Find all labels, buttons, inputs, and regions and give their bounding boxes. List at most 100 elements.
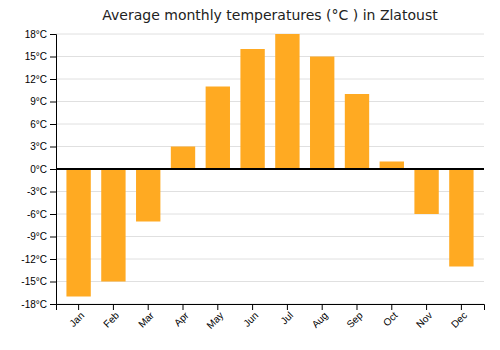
tick-mark bbox=[461, 304, 462, 310]
x-tick: Jun bbox=[241, 304, 260, 329]
tick-mark bbox=[50, 102, 56, 103]
y-tick: -12°C bbox=[21, 254, 56, 265]
x-tick: Oct bbox=[381, 304, 400, 328]
y-tick: -9°C bbox=[27, 231, 56, 242]
bar bbox=[101, 169, 125, 282]
tick-mark bbox=[50, 57, 56, 58]
tick-mark bbox=[183, 304, 184, 310]
tick-label: 9°C bbox=[30, 96, 47, 107]
x-tick: Mar bbox=[136, 304, 156, 330]
tick-label: -12°C bbox=[21, 254, 47, 265]
y-tick: -3°C bbox=[27, 186, 56, 197]
tick-mark bbox=[356, 304, 357, 310]
tick-mark bbox=[50, 282, 56, 283]
grid-line bbox=[56, 146, 484, 147]
x-tick: Sep bbox=[344, 304, 365, 330]
bar bbox=[66, 169, 90, 297]
y-tick: 18°C bbox=[25, 29, 56, 40]
tick-mark bbox=[426, 304, 427, 310]
grid-line bbox=[56, 101, 484, 102]
tick-label: 12°C bbox=[25, 74, 47, 85]
tick-mark bbox=[113, 304, 114, 310]
axis-line bbox=[50, 35, 57, 305]
tick-label: -15°C bbox=[21, 276, 47, 287]
tick-mark bbox=[252, 304, 253, 310]
x-tick: Nov bbox=[414, 304, 434, 330]
tick-mark bbox=[50, 34, 56, 35]
tick-label: 6°C bbox=[30, 119, 47, 130]
tick-mark bbox=[78, 304, 79, 310]
y-tick: 9°C bbox=[30, 96, 56, 107]
y-tick: 3°C bbox=[30, 141, 56, 152]
tick-label: Sep bbox=[344, 309, 365, 330]
axis-line bbox=[57, 305, 485, 311]
bar bbox=[449, 169, 473, 267]
x-tick: Aug bbox=[310, 304, 330, 330]
tick-label: Jun bbox=[241, 310, 260, 329]
bar bbox=[414, 169, 438, 214]
x-tick: Feb bbox=[101, 304, 121, 330]
tick-label: -3°C bbox=[27, 186, 47, 197]
tick-label: 3°C bbox=[30, 141, 47, 152]
tick-label: Apr bbox=[172, 309, 191, 328]
tick-label: Mar bbox=[136, 309, 156, 329]
tick-mark bbox=[148, 304, 149, 310]
bars bbox=[66, 34, 473, 297]
tick-label: -9°C bbox=[27, 231, 47, 242]
chart: -18°C -15°C -12°C -9°C -6°C -3°C 0°C 3°C 6°C 9°C 1… bbox=[0, 0, 500, 350]
x-tick: Jan bbox=[67, 304, 86, 329]
bar bbox=[345, 94, 369, 169]
tick-mark bbox=[50, 147, 56, 148]
tick-label: May bbox=[204, 310, 225, 331]
x-tick: May bbox=[204, 304, 225, 331]
tick-label: -18°C bbox=[21, 299, 47, 310]
tick-label: 18°C bbox=[25, 29, 47, 40]
grid-line bbox=[56, 34, 484, 35]
y-tick: 0°C bbox=[30, 164, 56, 175]
tick-mark bbox=[50, 124, 56, 125]
tick-mark bbox=[322, 304, 323, 310]
bar bbox=[206, 87, 230, 170]
zero-line bbox=[56, 168, 484, 170]
tick-mark bbox=[50, 79, 56, 80]
tick-mark bbox=[217, 304, 218, 310]
tick-mark bbox=[50, 304, 56, 305]
bar bbox=[380, 162, 404, 170]
x-tick: Dec bbox=[449, 304, 469, 330]
bar bbox=[310, 57, 334, 170]
bar bbox=[240, 49, 264, 169]
tick-label: Jan bbox=[67, 310, 86, 329]
tick-label: Feb bbox=[101, 309, 121, 329]
y-tick: -6°C bbox=[27, 209, 56, 220]
tick-label: 15°C bbox=[25, 51, 47, 62]
x-axis: Jan Feb Mar Apr May Jun Jul Aug Sep Oct Nov Dec bbox=[57, 304, 485, 331]
tick-label: Oct bbox=[381, 310, 400, 329]
bar bbox=[171, 147, 195, 170]
bar bbox=[275, 34, 299, 169]
tick-label: -6°C bbox=[27, 209, 47, 220]
x-tick: Apr bbox=[172, 304, 191, 328]
title: Average monthly temperatures (°C ) in Zl… bbox=[102, 7, 438, 23]
tick-mark bbox=[50, 214, 56, 215]
tick-mark bbox=[50, 237, 56, 238]
tick-mark bbox=[391, 304, 392, 310]
x-tick: Jul bbox=[278, 304, 295, 326]
bar bbox=[136, 169, 160, 222]
tick-mark bbox=[50, 169, 56, 170]
tick-label: Jul bbox=[278, 310, 295, 327]
tick-mark bbox=[287, 304, 288, 310]
tick-label: Nov bbox=[414, 310, 434, 330]
grid bbox=[56, 34, 484, 304]
tick-label: 0°C bbox=[30, 164, 47, 175]
plot: -18°C -15°C -12°C -9°C -6°C -3°C 0°C 3°C 6°C 9°C 1… bbox=[21, 29, 484, 331]
grid-line bbox=[56, 56, 484, 57]
grid-line bbox=[56, 169, 484, 170]
tick-mark bbox=[50, 259, 56, 260]
y-tick: -18°C bbox=[21, 299, 56, 310]
grid-line bbox=[56, 124, 484, 125]
y-axis: -18°C -15°C -12°C -9°C -6°C -3°C 0°C 3°C 6°C 9°C 1… bbox=[21, 29, 56, 310]
y-tick: 12°C bbox=[25, 74, 56, 85]
tick-label: Aug bbox=[310, 310, 330, 330]
grid-line bbox=[56, 79, 484, 80]
tick-mark bbox=[50, 192, 56, 193]
